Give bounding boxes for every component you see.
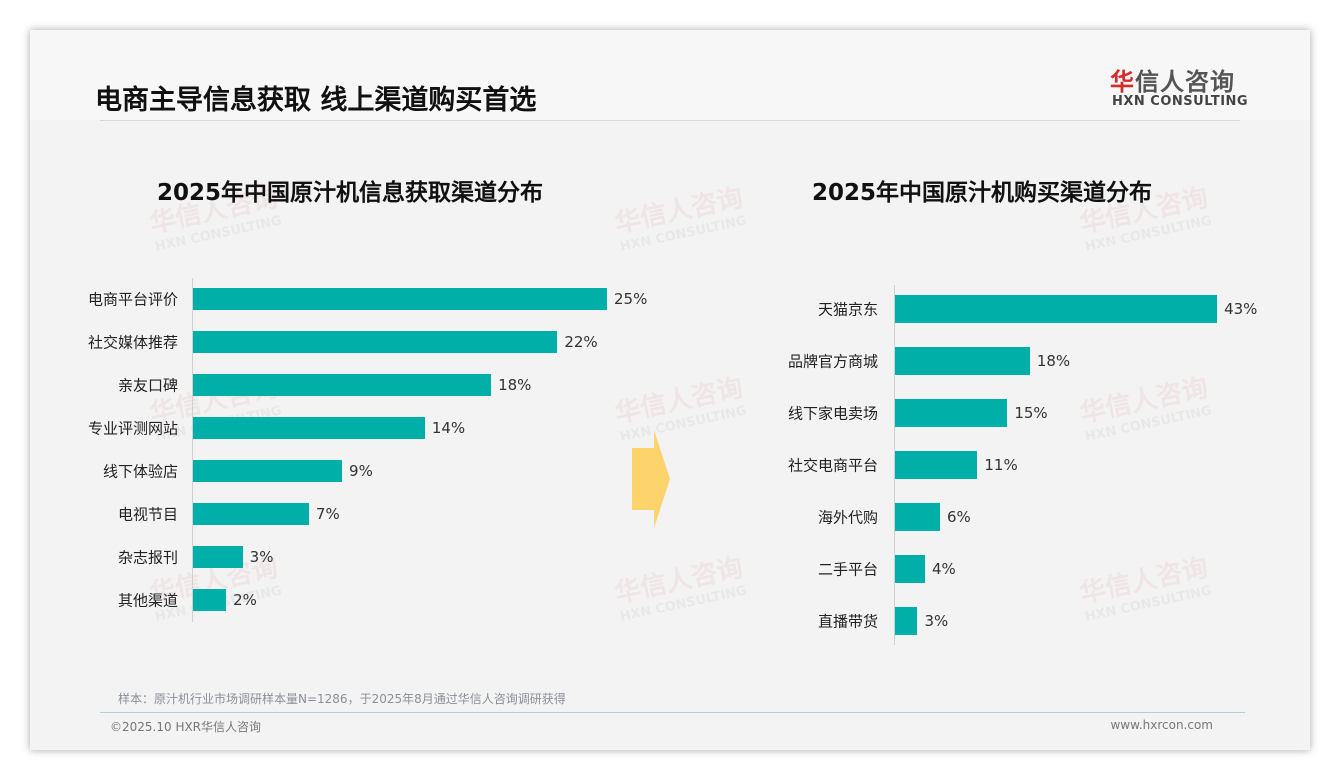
category-label: 专业评测网站 [87,419,178,438]
bar [193,417,425,439]
category-label: 电商平台评价 [87,290,178,309]
data-label: 2% [233,591,257,609]
data-label: 6% [946,508,971,526]
category-label: 其他渠道 [117,591,178,610]
data-label: 22% [564,333,598,351]
logo-mark: 华 [1110,68,1135,96]
bar [193,460,343,482]
category-label: 海外代购 [817,508,878,527]
sample-note: 样本：原汁机行业市场调研样本量N=1286，于2025年8月通过华信人咨询调研获… [118,692,566,706]
data-label: 25% [614,290,648,308]
data-label: 43% [1224,300,1258,318]
bar [193,288,607,310]
bar [193,503,309,525]
chart-title-purchase: 2025年中国原汁机购买渠道分布 [811,180,1152,206]
category-label: 电视节目 [117,505,178,524]
bar [193,589,227,611]
chart-title-info: 2025年中国原汁机信息获取渠道分布 [156,180,543,206]
header [30,30,1310,120]
page-title: 电商主导信息获取 线上渠道购买首选 [95,85,537,116]
data-label: 3% [249,548,274,566]
logo-subtitle: HXN CONSULTING [1112,94,1249,109]
bar [193,374,492,396]
website: www.hxrcon.com [1110,718,1213,732]
bar [193,546,243,568]
category-label: 线下体验店 [102,462,178,481]
y-axis [192,278,193,622]
category-label: 直播带货 [817,612,878,631]
bar [193,331,558,353]
category-label: 二手平台 [817,560,878,579]
category-label: 社交电商平台 [787,456,878,475]
y-axis [894,285,895,645]
category-label: 天猫京东 [817,300,878,319]
data-label: 4% [931,560,956,578]
category-label: 亲友口碑 [117,376,178,395]
category-label: 品牌官方商城 [787,352,878,371]
category-label: 社交媒体推荐 [87,333,178,352]
data-label: 7% [315,505,340,523]
bar [895,451,978,479]
data-label: 15% [1014,404,1048,422]
bar [895,347,1030,375]
data-label: 9% [349,462,373,480]
logo-text: 信人咨询 [1135,68,1235,96]
bar [895,503,940,531]
bar [895,295,1218,323]
data-label: 18% [1036,352,1071,370]
data-label: 3% [924,612,949,630]
bar [895,555,925,583]
slide: 电商主导信息获取 线上渠道购买首选 华信人咨询 HXN CONSULTING 华… [30,30,1310,750]
divider [100,120,1240,121]
arrow-right-icon [632,430,670,528]
logo: 华信人咨询 [1110,62,1235,97]
bar [895,399,1008,427]
copyright: ©2025.10 HXR华信人咨询 [110,720,262,734]
data-label: 14% [431,419,466,437]
footer-divider [100,712,1245,713]
category-label: 线下家电卖场 [787,404,878,423]
data-label: 11% [984,456,1018,474]
category-label: 杂志报刊 [117,548,178,567]
data-label: 18% [498,376,532,394]
bar [895,607,918,635]
